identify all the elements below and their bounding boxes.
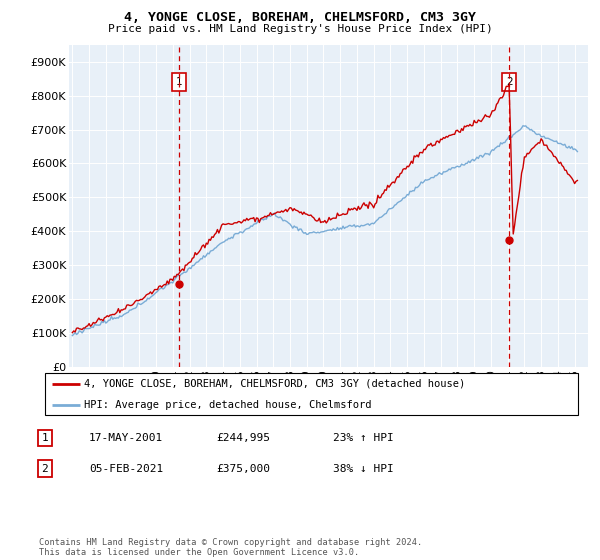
Text: Contains HM Land Registry data © Crown copyright and database right 2024.
This d: Contains HM Land Registry data © Crown c… bbox=[39, 538, 422, 557]
Text: 4, YONGE CLOSE, BOREHAM, CHELMSFORD, CM3 3GY (detached house): 4, YONGE CLOSE, BOREHAM, CHELMSFORD, CM3… bbox=[84, 379, 466, 389]
Text: 4, YONGE CLOSE, BOREHAM, CHELMSFORD, CM3 3GY: 4, YONGE CLOSE, BOREHAM, CHELMSFORD, CM3… bbox=[124, 11, 476, 24]
Text: 17-MAY-2001: 17-MAY-2001 bbox=[89, 433, 163, 443]
Text: 1: 1 bbox=[41, 433, 49, 443]
Text: 1: 1 bbox=[176, 77, 182, 87]
Text: Price paid vs. HM Land Registry's House Price Index (HPI): Price paid vs. HM Land Registry's House … bbox=[107, 24, 493, 34]
Text: HPI: Average price, detached house, Chelmsford: HPI: Average price, detached house, Chel… bbox=[84, 400, 371, 410]
Text: £244,995: £244,995 bbox=[216, 433, 270, 443]
Text: 2: 2 bbox=[41, 464, 49, 474]
FancyBboxPatch shape bbox=[45, 373, 578, 416]
Text: 23% ↑ HPI: 23% ↑ HPI bbox=[333, 433, 394, 443]
Text: 05-FEB-2021: 05-FEB-2021 bbox=[89, 464, 163, 474]
Text: 38% ↓ HPI: 38% ↓ HPI bbox=[333, 464, 394, 474]
Text: 2: 2 bbox=[506, 77, 512, 87]
Text: £375,000: £375,000 bbox=[216, 464, 270, 474]
